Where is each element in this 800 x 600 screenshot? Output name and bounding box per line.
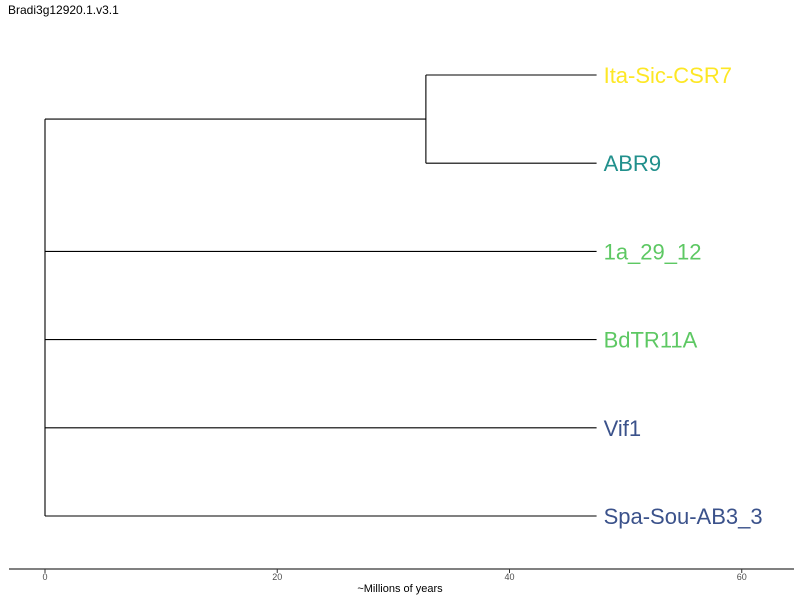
x-tick-label: 40 [504, 572, 514, 582]
chart-title: Bradi3g12920.1.v3.1 [8, 3, 119, 17]
x-tick-label: 20 [272, 572, 282, 582]
x-tick-label: 0 [42, 572, 47, 582]
leaf-label: ABR9 [604, 151, 661, 176]
leaf-label: BdTR11A [604, 328, 698, 353]
x-axis: 0 20 40 60 [9, 568, 794, 582]
leaf-label: Vif1 [604, 416, 642, 441]
leaf-label: Spa-Sou-AB3_3 [604, 504, 763, 529]
leaf-label: Ita-Sic-CSR7 [604, 63, 732, 88]
x-tick-label: 60 [737, 572, 747, 582]
x-axis-title: ~Millions of years [357, 583, 443, 595]
branches [44, 74, 597, 517]
leaf-label: 1a_29_12 [604, 239, 702, 264]
leaf-labels: Ita-Sic-CSR7 ABR9 1a_29_12 BdTR11A Vif1 Spa-S… [604, 63, 763, 529]
